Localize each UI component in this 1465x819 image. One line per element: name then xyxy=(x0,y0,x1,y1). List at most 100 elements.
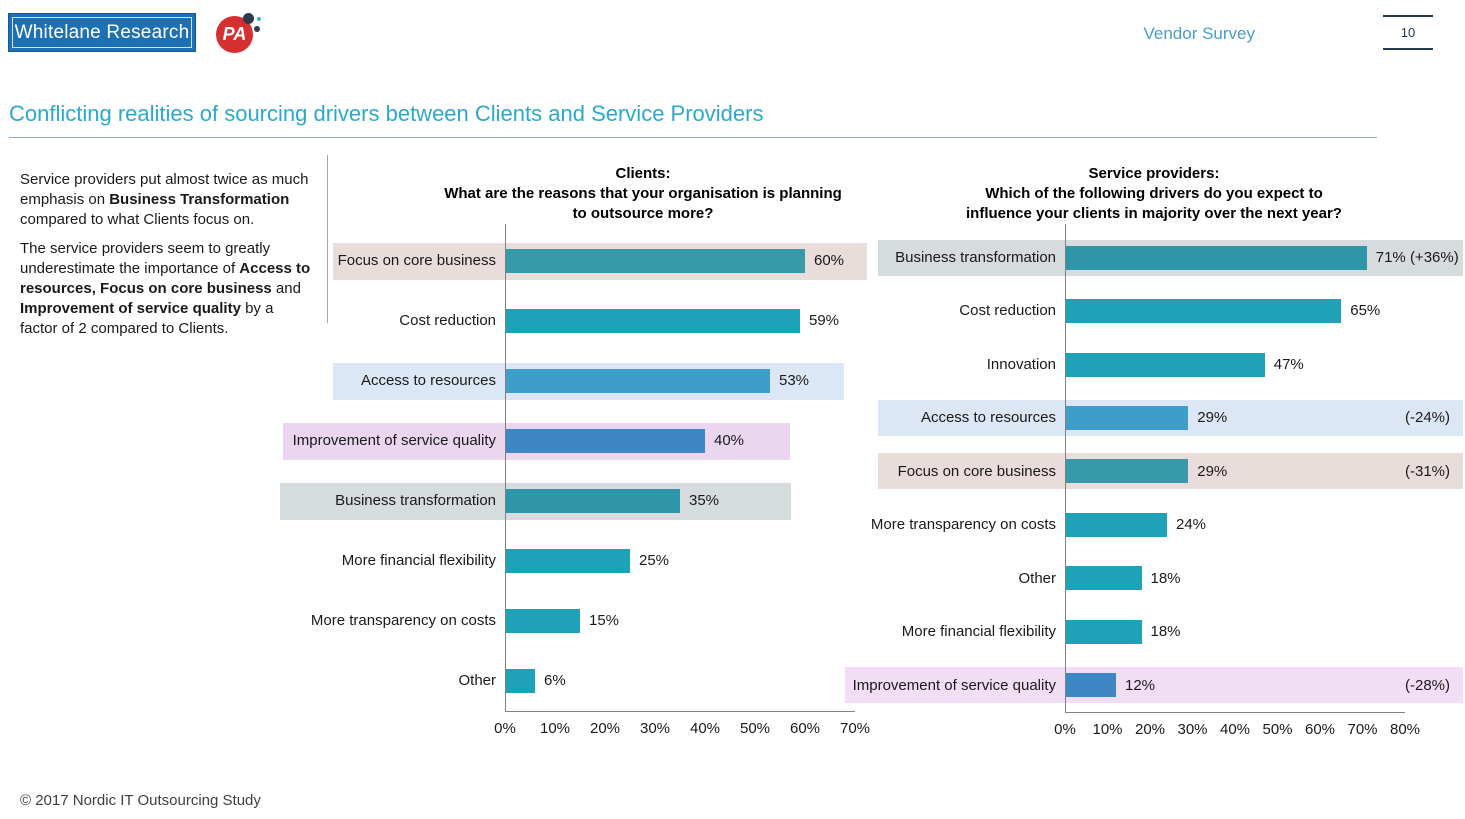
category-label: More transparency on costs xyxy=(310,612,496,629)
page-title: Conflicting realities of sourcing driver… xyxy=(9,101,764,126)
bar xyxy=(1065,512,1167,537)
category-label: Innovation xyxy=(986,355,1056,373)
sidenote-paragraph: The service providers seem to greatly un… xyxy=(20,239,314,339)
x-axis-tick-label: 40% xyxy=(689,720,721,737)
bar-value-label: 59% xyxy=(809,312,840,329)
category-label: Other xyxy=(1018,569,1056,587)
sidenote-paragraph: Service providers put almost twice as mu… xyxy=(20,170,314,230)
copyright-text: © 2017 Nordic IT Outsourcing Study xyxy=(20,792,261,809)
bar xyxy=(1065,245,1367,270)
vendor-survey-label: Vendor Survey xyxy=(1143,24,1255,43)
highlight-band-pink_light xyxy=(845,667,1463,704)
bar-value-label: 18% xyxy=(1150,623,1181,641)
sidenote-bold-text: Improvement of service quality xyxy=(20,300,241,317)
category-label: More transparency on costs xyxy=(870,516,1056,534)
bar xyxy=(1065,673,1116,698)
bar-value-label: 12% xyxy=(1125,676,1156,694)
x-axis-tick-label: 70% xyxy=(839,720,871,737)
clients-chart-title: Clients: What are the reasons that your o… xyxy=(444,165,842,222)
x-axis-tick-label: 10% xyxy=(539,720,571,737)
bar-value-label: 24% xyxy=(1176,516,1207,534)
bar xyxy=(505,489,680,513)
pa-logo-dot-small xyxy=(254,26,260,32)
bar-value-label: 6% xyxy=(544,672,566,689)
bar xyxy=(1065,566,1142,591)
vertical-divider xyxy=(327,155,328,323)
bar-value-label: 29% xyxy=(1197,409,1228,427)
sidenote-text: and xyxy=(271,280,301,297)
sidenote-text: Service providers put almost twice as mu… xyxy=(20,171,309,208)
bar-value-label: 71% (+36%) xyxy=(1375,249,1459,266)
x-axis-tick-label: 20% xyxy=(1134,720,1166,738)
bar-value-label: 65% xyxy=(1350,302,1381,320)
bar xyxy=(1065,406,1189,431)
bar xyxy=(505,669,535,693)
bar-value-label: 15% xyxy=(589,612,620,629)
sidenote-bold-text: Access to resources, Focus on core busin… xyxy=(20,260,311,297)
delta-label: (-31%) xyxy=(1404,462,1450,480)
bar xyxy=(505,429,705,453)
sidenote-bold-text: Business Transformation xyxy=(109,191,290,208)
category-label: Focus on core business xyxy=(337,252,496,269)
x-axis-tick-label: 30% xyxy=(639,720,671,737)
x-axis-line xyxy=(1065,711,1405,713)
pa-logo-dot-teal xyxy=(257,17,261,21)
x-axis-tick-label: 50% xyxy=(1262,720,1293,738)
x-axis-tick-label: 50% xyxy=(739,720,771,737)
pa-consulting-logo: PA xyxy=(216,13,268,57)
x-axis-tick-label: 0% xyxy=(494,720,516,737)
category-label: Business transformation xyxy=(335,492,496,509)
pa-logo-circle: PA xyxy=(216,16,253,53)
sidenote-text: compared to what Clients focus on. xyxy=(20,211,255,228)
pa-logo-text: PA xyxy=(222,24,247,44)
sidenote: Service providers put almost twice as mu… xyxy=(20,170,314,348)
category-label: Other xyxy=(458,672,496,689)
bar-value-label: 25% xyxy=(639,552,670,569)
bar-value-label: 40% xyxy=(714,432,745,449)
category-label: Business transformation xyxy=(895,249,1056,266)
sidenote-text: The service providers seem to greatly un… xyxy=(20,240,271,277)
bar-value-label: 35% xyxy=(689,492,720,509)
bar xyxy=(505,609,580,633)
bar xyxy=(1065,619,1142,644)
bar xyxy=(505,309,800,333)
bar-value-label: 60% xyxy=(814,252,845,269)
bar xyxy=(505,369,770,393)
clients-bar-chart: Clients: What are the reasons that your o… xyxy=(280,160,872,770)
category-label: Access to resources xyxy=(360,372,496,389)
bar xyxy=(505,549,630,573)
x-axis-tick-label: 10% xyxy=(1092,720,1123,738)
category-label: Focus on core business xyxy=(897,462,1056,480)
logo-inner-border xyxy=(12,17,192,48)
page-number-box: 10 xyxy=(1383,15,1433,50)
whitelane-research-logo: Whitelane Research xyxy=(8,13,196,52)
x-axis-tick-label: 20% xyxy=(589,720,621,737)
y-axis-line xyxy=(1065,224,1066,712)
x-axis-line xyxy=(505,711,855,712)
providers-bar-chart: Service providers: Which of the following… xyxy=(845,160,1463,770)
bar xyxy=(1065,459,1189,484)
category-label: Improvement of service quality xyxy=(852,676,1056,694)
sidenote-text: by a factor of 2 compared to Clients. xyxy=(20,300,274,337)
category-label: Cost reduction xyxy=(399,312,496,329)
y-axis-line xyxy=(505,224,506,711)
pa-logo-dot-large xyxy=(243,13,254,24)
bar-value-label: 47% xyxy=(1273,355,1304,373)
page-number: 10 xyxy=(1400,25,1416,40)
category-label: More financial flexibility xyxy=(901,623,1056,641)
category-label: Access to resources xyxy=(920,409,1056,427)
x-axis-tick-label: 0% xyxy=(1054,720,1076,738)
category-label: Cost reduction xyxy=(959,302,1056,320)
providers-chart-title: Service providers: Which of the following… xyxy=(966,165,1342,222)
x-axis-tick-label: 60% xyxy=(789,720,821,737)
logo-text: Whitelane Research xyxy=(14,21,190,43)
delta-label: (-24%) xyxy=(1404,409,1450,427)
title-divider xyxy=(9,137,1377,138)
bar-value-label: 53% xyxy=(779,372,810,389)
x-axis-tick-label: 80% xyxy=(1389,720,1421,738)
delta-label: (-28%) xyxy=(1404,676,1450,694)
category-label: Improvement of service quality xyxy=(292,432,496,449)
category-label: More financial flexibility xyxy=(341,552,496,569)
x-axis-tick-label: 60% xyxy=(1304,720,1336,738)
